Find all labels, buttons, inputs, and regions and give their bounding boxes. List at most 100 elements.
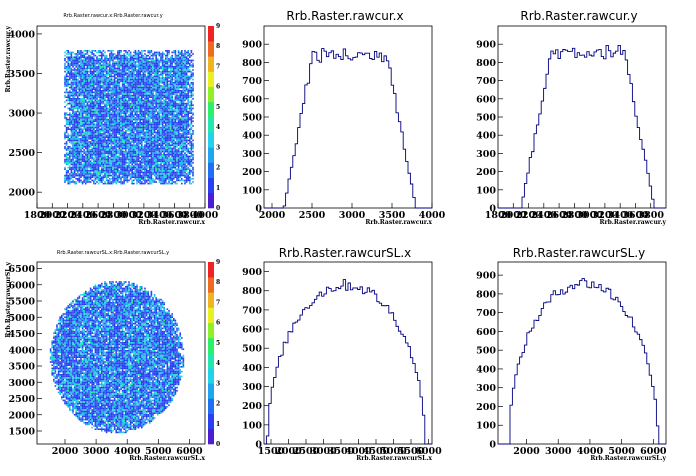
heatmap-cell	[136, 136, 138, 138]
heatmap-cell	[120, 74, 122, 76]
heatmap-cell	[157, 82, 159, 84]
heatmap-cell	[157, 74, 159, 76]
heatmap-cell	[144, 160, 146, 162]
heatmap-cell	[114, 159, 116, 161]
heatmap-cell	[155, 135, 157, 137]
heatmap-cell	[93, 114, 95, 116]
heatmap-cell	[69, 168, 71, 170]
heatmap-cell	[151, 170, 153, 172]
heatmap-cell	[69, 138, 71, 140]
heatmap-cell	[138, 103, 140, 105]
heatmap-cell	[114, 152, 116, 154]
heatmap-cell	[128, 146, 130, 148]
heatmap-cell	[83, 149, 85, 151]
heatmap-cell	[163, 96, 165, 98]
heatmap-cell	[120, 165, 122, 167]
heatmap-cell	[159, 80, 161, 82]
heatmap-cell	[130, 87, 132, 89]
heatmap-cell	[106, 159, 108, 161]
heatmap-cell	[104, 98, 106, 100]
heatmap-cell	[95, 180, 97, 182]
heatmap-cell	[146, 104, 148, 106]
heatmap-cell	[77, 61, 79, 63]
heatmap-cell	[135, 85, 137, 87]
heatmap-cell	[138, 100, 140, 102]
heatmap-cell	[143, 87, 145, 89]
heatmap-cell	[117, 143, 119, 145]
heatmap-cell	[167, 127, 169, 129]
heatmap-cell	[122, 61, 124, 63]
heatmap-cell	[90, 98, 92, 100]
heatmap-cell	[133, 95, 135, 97]
heatmap-cell	[80, 106, 82, 108]
heatmap-cell	[90, 170, 92, 172]
heatmap-cell	[74, 96, 76, 98]
heatmap-cell	[64, 96, 66, 98]
heatmap-cell	[160, 172, 162, 174]
heatmap-cell	[104, 90, 106, 92]
heatmap-cell	[120, 106, 122, 108]
heatmap-cell	[99, 92, 101, 94]
heatmap-cell	[168, 74, 170, 76]
heatmap-cell	[107, 156, 109, 158]
heatmap-cell	[99, 101, 101, 103]
heatmap-cell	[103, 119, 105, 121]
heatmap-cell	[151, 106, 153, 108]
heatmap-cell	[152, 77, 154, 79]
heatmap-cell	[69, 98, 71, 100]
heatmap-cell	[91, 85, 93, 87]
heatmap-cell	[123, 80, 125, 82]
heatmap-cell	[157, 122, 159, 124]
heatmap-cell	[67, 114, 69, 116]
heatmap-cell	[125, 103, 127, 105]
heatmap-cell	[131, 141, 133, 143]
heatmap-cell	[159, 119, 161, 121]
heatmap-cell	[167, 119, 169, 121]
heatmap-cell	[133, 119, 135, 121]
heatmap-cell	[159, 85, 161, 87]
heatmap-cell	[146, 127, 148, 129]
heatmap-cell	[67, 79, 69, 81]
heatmap-cell	[154, 180, 156, 182]
heatmap-cell	[143, 138, 145, 140]
heatmap-cell	[93, 85, 95, 87]
heatmap-cell	[135, 175, 137, 177]
heatmap-cell	[122, 76, 124, 78]
heatmap-cell	[141, 85, 143, 87]
heatmap-cell	[167, 69, 169, 71]
heatmap-cell	[69, 160, 71, 162]
heatmap-cell	[119, 76, 121, 78]
heatmap-cell	[72, 58, 74, 60]
heatmap-cell	[151, 77, 153, 79]
heatmap-cell	[120, 56, 122, 58]
heatmap-cell	[93, 148, 95, 150]
heatmap-cell	[109, 90, 111, 92]
heatmap-cell	[80, 176, 82, 178]
heatmap-cell	[123, 104, 125, 106]
heatmap-cell	[80, 117, 82, 119]
heatmap-cell	[67, 124, 69, 126]
heatmap-cell	[151, 103, 153, 105]
heatmap-cell	[96, 132, 98, 134]
heatmap-cell	[104, 124, 106, 126]
heatmap-cell	[157, 144, 159, 146]
heatmap-cell	[143, 165, 145, 167]
heatmap-cell	[120, 162, 122, 164]
heatmap-cell	[107, 120, 109, 122]
heatmap-cell	[87, 167, 89, 169]
heatmap-cell	[83, 92, 85, 94]
heatmap-cell	[139, 178, 141, 180]
heatmap-cell	[82, 66, 84, 68]
heatmap-cell	[69, 128, 71, 130]
heatmap-cell	[101, 130, 103, 132]
heatmap-cell	[163, 87, 165, 89]
heatmap-cell	[111, 144, 113, 146]
heatmap-cell	[133, 52, 135, 54]
heatmap-cell	[103, 175, 105, 177]
heatmap-cell	[130, 92, 132, 94]
heatmap-cell	[147, 68, 149, 70]
heatmap-cell	[96, 178, 98, 180]
heatmap-cell	[125, 109, 127, 111]
heatmap-cell	[155, 87, 157, 89]
heatmap-cell	[91, 122, 93, 124]
